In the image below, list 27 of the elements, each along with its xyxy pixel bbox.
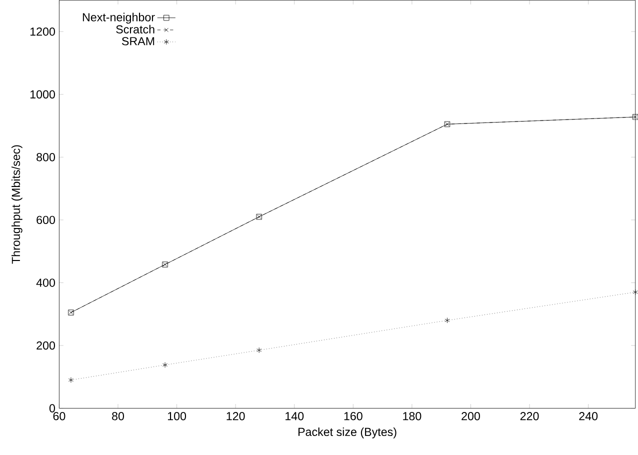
x-tick-label: 140 (286, 412, 304, 420)
x-axis-title: Packet size (Bytes) (298, 428, 396, 438)
point (68, 377, 74, 383)
point (162, 362, 168, 368)
point (256, 347, 262, 354)
x-tick-label: 180 (403, 412, 422, 420)
x-tick-label: 120 (226, 412, 245, 420)
point (632, 289, 638, 296)
y-axis-title: Throughput (Mbits/sec) (12, 145, 22, 264)
x-tick-label: 200 (462, 412, 480, 420)
y-tick-label: 1200 (30, 28, 56, 36)
legend-label: Scratch (116, 25, 154, 34)
y-tick-label: 800 (36, 153, 56, 162)
legend-label: Next-neighbor (82, 12, 155, 24)
x-tick-label: 220 (520, 412, 539, 420)
legend-label: SRAM (122, 37, 154, 46)
point (444, 318, 450, 324)
y-tick-label: 400 (36, 278, 56, 287)
x-tick-label: 100 (168, 412, 186, 420)
x-tick-label: 240 (579, 412, 598, 420)
y-tick-label: 1000 (30, 90, 56, 99)
x-tick-label: 160 (344, 412, 362, 420)
y-tick-label: 600 (36, 216, 56, 224)
y-tick-label: 200 (36, 341, 56, 350)
y-tick-label: 0 (49, 404, 56, 412)
x-tick-label: 80 (112, 412, 124, 420)
x-tick-label: 60 (53, 412, 66, 420)
